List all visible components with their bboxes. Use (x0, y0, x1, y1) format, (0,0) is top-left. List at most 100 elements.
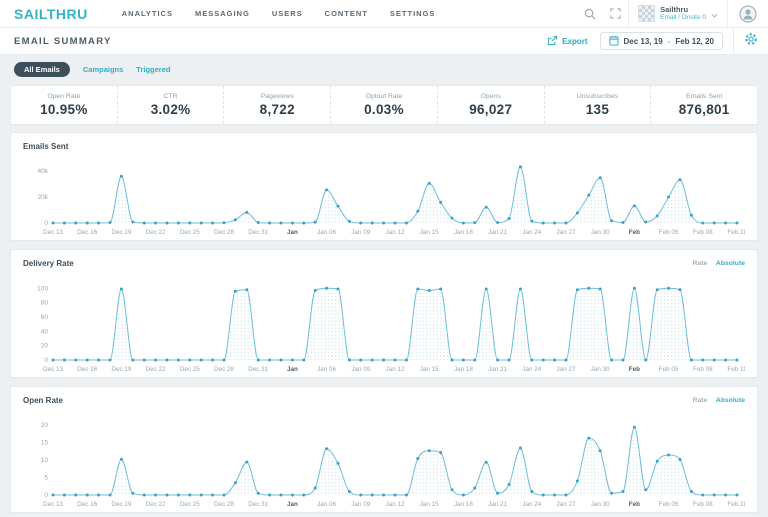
svg-text:Dec 25: Dec 25 (180, 229, 200, 236)
date-start: Dec 13, 19 (623, 36, 663, 46)
svg-text:Jan 06: Jan 06 (317, 501, 336, 508)
svg-text:Dec 28: Dec 28 (214, 501, 234, 508)
page-title: EMAIL SUMMARY (14, 35, 112, 47)
svg-text:Jan 27: Jan 27 (557, 229, 576, 236)
account-subtitle: Email / Onsite 0 (660, 14, 706, 21)
svg-text:40: 40 (41, 328, 49, 335)
settings-gear-button[interactable] (733, 28, 768, 54)
stat-ctr: CTR 3.02% (116, 86, 224, 124)
svg-text:100: 100 (37, 285, 48, 292)
filter-triggered[interactable]: Triggered (136, 65, 171, 74)
emails-sent-chart-card: Emails Sent 40k 20k 0 Dec 13 Dec 16 Dec 19 Dec… (10, 132, 758, 241)
svg-text:Dec 22: Dec 22 (146, 366, 166, 373)
svg-text:20: 20 (41, 343, 49, 350)
open-rate-chart-title: Open Rate (23, 395, 64, 405)
rate-toggle[interactable]: Rate (692, 259, 708, 267)
content-area: All Emails Campaigns Triggered Open Rate… (0, 55, 768, 513)
nav-item-settings[interactable]: SETTINGS (389, 9, 436, 18)
svg-text:Dec 28: Dec 28 (214, 229, 234, 236)
nav-item-analytics[interactable]: ANALYTICS (121, 9, 173, 18)
svg-text:Feb 08: Feb 08 (693, 229, 713, 236)
svg-text:Dec 16: Dec 16 (77, 229, 97, 236)
nav-item-content[interactable]: CONTENT (324, 9, 368, 18)
nav-item-users[interactable]: USERS (271, 9, 303, 18)
absolute-toggle[interactable]: Absolute (715, 396, 745, 404)
svg-text:Dec 22: Dec 22 (146, 229, 166, 236)
svg-text:Jan 21: Jan 21 (488, 229, 507, 236)
summary-stats-card: Open Rate 10.95% CTR 3.02% Pageviews 8,7… (10, 85, 758, 125)
svg-text:Jan 24: Jan 24 (522, 229, 541, 236)
svg-text:Jan 18: Jan 18 (454, 501, 473, 508)
stat-open-rate: Open Rate 10.95% (11, 86, 117, 124)
stat-pageviews: Pageviews 8,722 (223, 86, 330, 124)
search-icon[interactable] (577, 0, 603, 27)
svg-text:Jan 06: Jan 06 (317, 229, 336, 236)
svg-text:Jan 21: Jan 21 (488, 366, 507, 373)
export-label: Export (562, 36, 588, 46)
svg-text:Jan 09: Jan 09 (351, 501, 370, 508)
svg-text:Feb 11: Feb 11 (727, 366, 745, 373)
svg-text:Dec 19: Dec 19 (111, 366, 131, 373)
svg-text:Jan 18: Jan 18 (454, 366, 473, 373)
svg-text:Jan 24: Jan 24 (522, 366, 541, 373)
svg-text:Feb: Feb (629, 366, 640, 373)
svg-text:Feb 08: Feb 08 (693, 501, 713, 508)
nav-item-messaging[interactable]: MESSAGING (194, 9, 250, 18)
main-nav: ANALYTICS MESSAGING USERS CONTENT SETTIN… (122, 9, 577, 18)
svg-text:Dec 13: Dec 13 (43, 366, 63, 373)
stat-label: Open Rate (47, 93, 81, 100)
export-button[interactable]: Export (547, 28, 588, 54)
absolute-toggle[interactable]: Absolute (715, 259, 745, 267)
account-selector[interactable]: Sailthru Email / Onsite 0 (628, 0, 727, 27)
date-separator: - (667, 36, 671, 46)
svg-text:Feb 05: Feb 05 (659, 501, 679, 508)
svg-text:Dec 13: Dec 13 (43, 229, 63, 236)
svg-text:80: 80 (41, 300, 49, 307)
stat-label: CTR (163, 93, 178, 100)
stat-value: 876,801 (678, 102, 730, 117)
svg-text:20: 20 (41, 422, 49, 429)
open-rate-chart-card: Open Rate Rate Absolute 20 15 10 5 0 Dec 13 De… (10, 386, 758, 513)
svg-text:Dec 31: Dec 31 (248, 501, 268, 508)
svg-text:Jan 06: Jan 06 (317, 366, 336, 373)
svg-text:5: 5 (44, 474, 48, 481)
svg-text:Jan 12: Jan 12 (386, 501, 405, 508)
account-thumbnail (638, 5, 656, 22)
svg-text:Jan 24: Jan 24 (522, 501, 541, 508)
filter-campaigns[interactable]: Campaigns (82, 65, 124, 74)
stat-label: Opens (480, 93, 501, 100)
svg-text:Jan 27: Jan 27 (557, 366, 576, 373)
stat-label: Optout Rate (365, 93, 403, 100)
delivery-rate-chart-card: Delivery Rate Rate Absolute 100 80 60 40 20 0… (10, 249, 758, 378)
svg-text:Dec 19: Dec 19 (111, 229, 131, 236)
svg-text:Dec 13: Dec 13 (43, 501, 63, 508)
user-avatar[interactable] (727, 0, 768, 27)
svg-text:Dec 28: Dec 28 (214, 366, 234, 373)
svg-text:Jan 21: Jan 21 (488, 501, 507, 508)
stat-value: 3.02% (150, 102, 191, 117)
sailthru-logo[interactable]: SAILTHRU (14, 5, 88, 22)
chevron-down-icon (711, 5, 718, 23)
date-range-picker[interactable]: Dec 13, 19 - Feb 12, 20 (599, 32, 723, 50)
svg-text:Jan 09: Jan 09 (351, 229, 370, 236)
svg-text:Dec 22: Dec 22 (146, 501, 166, 508)
svg-text:Jan 30: Jan 30 (591, 366, 610, 373)
stat-label: Pageviews (260, 93, 294, 100)
svg-text:Jan 15: Jan 15 (420, 229, 439, 236)
svg-text:Jan 15: Jan 15 (420, 501, 439, 508)
fullscreen-icon[interactable] (603, 0, 628, 27)
account-name: Sailthru (660, 5, 689, 14)
svg-text:Jan: Jan (287, 229, 298, 236)
svg-text:20k: 20k (38, 194, 49, 201)
svg-text:40k: 40k (38, 168, 49, 175)
svg-text:Dec 25: Dec 25 (180, 366, 200, 373)
svg-text:Jan 09: Jan 09 (351, 366, 370, 373)
rate-toggle[interactable]: Rate (692, 396, 708, 404)
svg-text:60: 60 (41, 314, 49, 321)
svg-text:0: 0 (44, 357, 48, 364)
svg-text:Dec 25: Dec 25 (180, 501, 200, 508)
stat-value: 135 (585, 102, 610, 117)
filter-all-emails[interactable]: All Emails (14, 62, 70, 77)
open-rate-chart: 20 15 10 5 0 Dec 13 Dec 16 Dec 19 Dec 22 Dec 25 De… (23, 408, 747, 510)
gear-icon (744, 32, 758, 51)
